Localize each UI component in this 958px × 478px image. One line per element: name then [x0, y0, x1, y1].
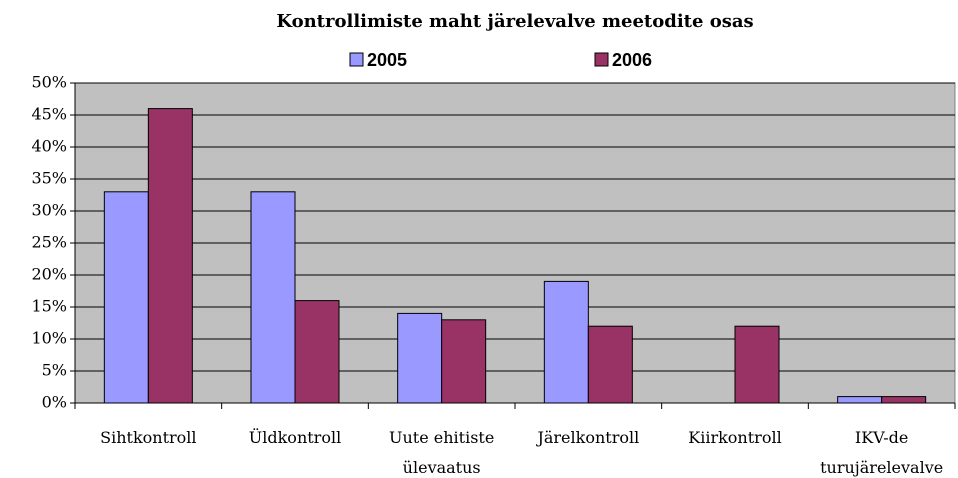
x-tick-cell: Järelkontroll — [537, 428, 640, 447]
bar — [587, 325, 633, 404]
x-tick-cell: Uute ehitiste ülevaatus — [388, 428, 495, 477]
chart-title: Kontrollimiste maht järelevalve meetodit… — [276, 11, 753, 32]
x-tick-label: Järelkontroll — [537, 428, 640, 447]
y-tick-label: 5% — [42, 361, 67, 380]
x-tick-cell: Kiirkontroll — [688, 428, 782, 447]
y-tick-label: 0% — [42, 393, 67, 412]
legend-label: 2006 — [612, 50, 652, 70]
x-tick-label: IKV-de turujärelevalve — [820, 428, 944, 477]
x-tick-label: Uute ehitiste ülevaatus — [388, 428, 495, 477]
x-tick-label: Sihtkontroll — [100, 428, 197, 447]
bar — [837, 396, 883, 404]
x-tick-label: Üldkontroll — [248, 428, 342, 447]
x-tick-label: Kiirkontroll — [688, 428, 782, 447]
y-tick-label: 15% — [31, 297, 67, 316]
y-tick-label: 45% — [31, 105, 67, 124]
legend-swatch — [594, 52, 609, 67]
x-tick-cell: Üldkontroll — [248, 428, 342, 447]
legend-label: 2005 — [367, 50, 407, 70]
y-tick-label: 10% — [31, 329, 67, 348]
bar — [103, 191, 149, 404]
y-tick-label: 40% — [31, 137, 67, 156]
bar — [294, 300, 340, 404]
bar — [441, 319, 487, 404]
bar — [881, 396, 927, 404]
y-tick-label: 50% — [31, 73, 67, 92]
bar — [147, 108, 193, 404]
x-tick-cell: Sihtkontroll — [100, 428, 197, 447]
bar — [397, 312, 443, 404]
y-tick-label: 25% — [31, 233, 67, 252]
bar — [734, 325, 780, 404]
bar — [543, 280, 589, 404]
legend-swatch — [349, 52, 364, 67]
x-tick-cell: IKV-de turujärelevalve — [820, 428, 944, 477]
y-tick-label: 30% — [31, 201, 67, 220]
bar — [250, 191, 296, 404]
y-tick-label: 20% — [31, 265, 67, 284]
y-tick-label: 35% — [31, 169, 67, 188]
